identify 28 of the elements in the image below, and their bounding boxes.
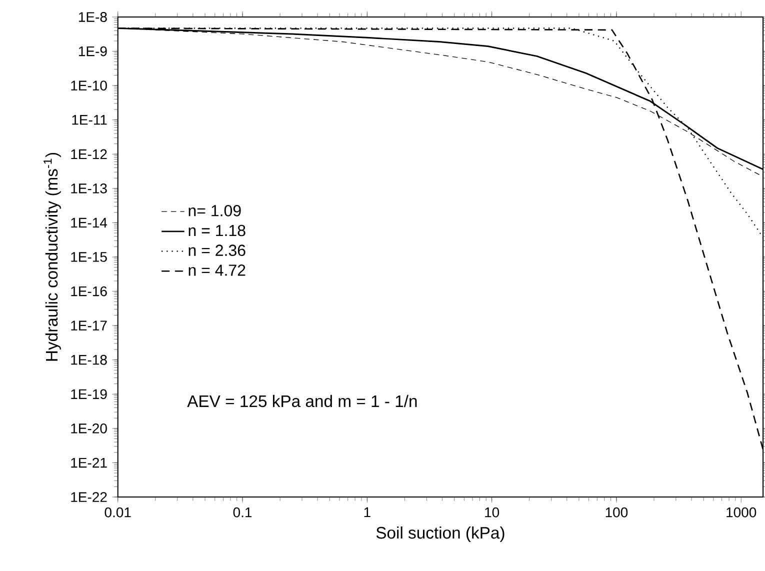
- y-tick-label: 1E-9: [78, 46, 107, 56]
- y-tick-label: 1E-12: [71, 149, 107, 160]
- y-tick-label: 1E-11: [72, 115, 107, 125]
- y-tick-label: 1E-13: [71, 183, 107, 194]
- y-tick-label: 1E-20: [71, 423, 107, 434]
- y-tick-label: 1E-21: [71, 458, 107, 468]
- y-tick-label: 1E-8: [78, 12, 107, 22]
- y-tick-label: 1E-16: [71, 286, 107, 296]
- y-axis-title: Hydraulic conductivity (ms$^{-1}$): [44, 152, 61, 361]
- legend-label: n = 2.36: [188, 244, 246, 256]
- x-tick-label: 0.1: [233, 507, 252, 518]
- y-tick-label: 1E-19: [71, 389, 107, 400]
- legend-label: n= 1.09: [188, 205, 241, 216]
- y-tick-label: 1E-18: [71, 354, 107, 365]
- x-tick-label: 10: [485, 507, 500, 518]
- x-tick-label: 0.01: [104, 507, 131, 518]
- y-tick-label: 1E-15: [71, 252, 107, 262]
- y-tick-label: 1E-22: [71, 492, 107, 502]
- legend-label: n = 4.72: [188, 264, 246, 276]
- y-tick-label: 1E-17: [71, 320, 107, 330]
- y-tick-label: 1E-14: [71, 218, 108, 228]
- y-tick-label: 1E-10: [71, 80, 107, 91]
- x-axis-title: Soil suction (kPa): [376, 526, 504, 542]
- x-tick-label: 1000: [726, 507, 756, 518]
- legend-label: n = 1.18: [188, 224, 246, 236]
- annotation: AEV = 125 kPa and m = 1 - 1/n: [187, 394, 417, 408]
- x-tick-label: 100: [606, 507, 628, 518]
- x-tick-label: 1: [364, 507, 370, 518]
